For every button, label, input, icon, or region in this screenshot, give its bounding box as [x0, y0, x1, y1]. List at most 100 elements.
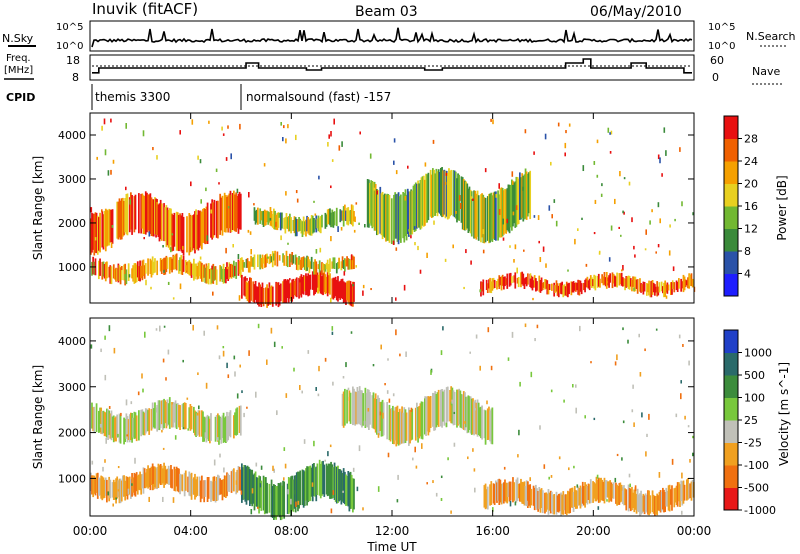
heatmap-cell: [418, 406, 421, 439]
heatmap-cell: [580, 487, 583, 507]
heatmap-cell: [298, 256, 300, 265]
heatmap-cell: [214, 481, 217, 503]
heatmap-cell: [306, 255, 308, 271]
heatmap-cell: [492, 483, 495, 504]
heatmap-cell: [332, 467, 335, 498]
heatmap-cell: [648, 490, 650, 516]
heatmap-cell: [236, 195, 239, 229]
heatmap-speckle: [576, 484, 579, 488]
heatmap-cell: [509, 481, 512, 501]
heatmap-speckle: [324, 357, 327, 362]
heatmap-cell: [570, 281, 573, 296]
heatmap-cell: [166, 207, 169, 246]
heatmap-cell: [667, 284, 670, 291]
nsky-tick-bottom: 10^0: [56, 41, 83, 52]
heatmap-cell: [543, 282, 545, 288]
heatmap-cell: [503, 190, 505, 235]
heatmap-cell: [619, 273, 622, 284]
heatmap-cell: [247, 261, 250, 273]
heatmap-cell: [201, 212, 203, 250]
heatmap-cell: [189, 214, 192, 252]
heatmap-cell: [95, 473, 98, 493]
heatmap-speckle: [257, 323, 260, 329]
heatmap-cell: [279, 283, 282, 302]
heatmap-cell: [308, 219, 311, 235]
heatmap-speckle: [263, 163, 266, 167]
heatmap-cell: [524, 168, 527, 219]
heatmap-speckle: [273, 341, 276, 348]
heatmap-cell: [220, 266, 223, 280]
heatmap-cell: [142, 259, 145, 277]
heatmap-cell: [516, 477, 519, 501]
heatmap-cell: [337, 465, 339, 503]
heatmap-speckle: [655, 251, 657, 254]
heatmap-cell: [350, 204, 353, 225]
heatmap-cell: [567, 490, 569, 514]
nave-label: Nave: [752, 65, 780, 78]
heatmap-cell: [114, 417, 116, 442]
heatmap-cell: [120, 198, 123, 240]
heatmap-speckle: [600, 193, 603, 197]
heatmap-cell: [120, 480, 123, 502]
heatmap-cell: [119, 267, 122, 285]
heatmap-cell: [408, 407, 410, 446]
heatmap-speckle: [645, 229, 647, 235]
heatmap-cell: [101, 211, 104, 248]
heatmap-cell: [197, 262, 200, 279]
y-tick-label: 4000: [58, 335, 86, 348]
heatmap-speckle: [198, 405, 200, 410]
heatmap-cell: [204, 417, 207, 438]
heatmap-cell: [682, 274, 685, 293]
heatmap-speckle: [568, 123, 571, 127]
heatmap-cell: [632, 276, 634, 287]
heatmap-speckle: [614, 198, 616, 205]
heatmap-cell: [341, 278, 344, 299]
heatmap-cell: [516, 177, 519, 225]
heatmap-cell: [335, 279, 338, 301]
heatmap-cell: [621, 486, 624, 505]
heatmap-cell: [291, 475, 294, 511]
heatmap-cell: [226, 262, 228, 279]
heatmap-speckle: [678, 334, 681, 339]
heatmap-cell: [241, 463, 243, 503]
heatmap-cell: [395, 194, 398, 239]
heatmap-speckle: [280, 235, 282, 241]
heatmap-cell: [462, 391, 465, 430]
heatmap-cell: [380, 401, 383, 437]
heatmap-cell: [495, 480, 497, 501]
heatmap-cell: [99, 478, 101, 496]
heatmap-cell: [491, 407, 494, 445]
heatmap-cell: [225, 195, 227, 233]
heatmap-speckle: [222, 350, 225, 357]
heatmap-speckle: [472, 198, 474, 201]
heatmap-cell: [178, 468, 180, 493]
heatmap-cell: [491, 278, 494, 291]
heatmap-cell: [508, 184, 511, 234]
heatmap-cell: [130, 192, 132, 230]
heatmap-speckle: [260, 465, 263, 470]
heatmap-cell: [686, 479, 688, 501]
heatmap-cell: [133, 196, 136, 233]
heatmap-cell: [202, 208, 204, 243]
heatmap-cell: [569, 488, 572, 514]
heatmap-cell: [276, 212, 279, 231]
heatmap-speckle: [529, 505, 531, 508]
heatmap-cell: [315, 215, 318, 233]
heatmap-cell: [414, 407, 417, 441]
heatmap-cell: [172, 215, 175, 251]
heatmap-cell: [231, 264, 234, 277]
heatmap-cell: [490, 192, 493, 241]
heatmap-speckle: [222, 133, 225, 136]
heatmap-cell: [350, 255, 353, 270]
heatmap-cell: [578, 280, 581, 296]
heatmap-cell: [261, 254, 264, 270]
heatmap-cell: [346, 389, 348, 424]
heatmap-cell: [605, 480, 608, 498]
heatmap-cell: [528, 484, 530, 506]
heatmap-speckle: [287, 242, 289, 245]
heatmap-speckle: [233, 355, 236, 360]
heatmap-cell: [282, 480, 284, 517]
heatmap-cell: [182, 255, 185, 272]
heatmap-speckle: [518, 429, 520, 436]
